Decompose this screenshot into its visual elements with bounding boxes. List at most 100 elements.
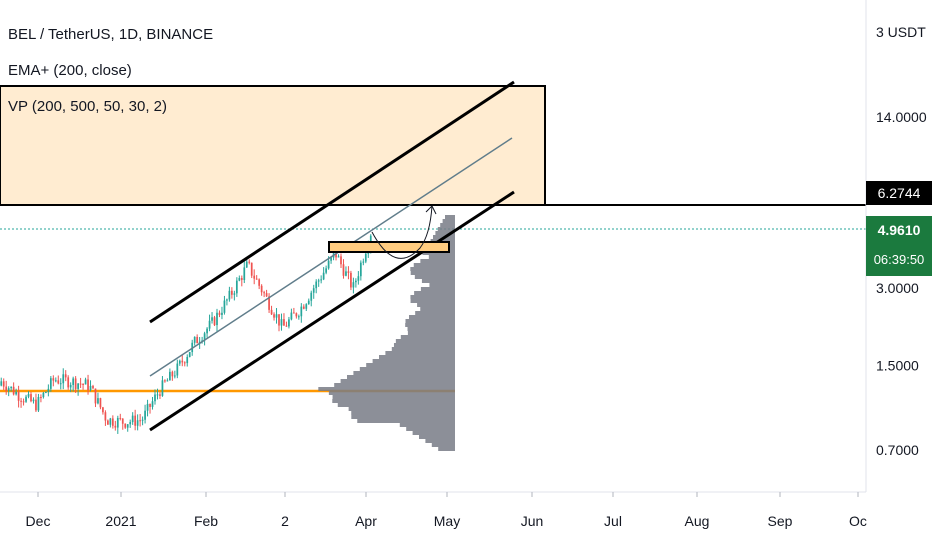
candle-body-95	[235, 280, 238, 294]
vp-bar-0	[445, 215, 455, 219]
candle-body-43	[107, 420, 109, 425]
candle-body-20	[49, 378, 52, 389]
candle-body-98	[243, 267, 246, 280]
candle-body-59	[146, 403, 149, 411]
channel-upper-line[interactable]	[149, 80, 515, 324]
candle-body-13	[32, 399, 35, 402]
candle-body-84	[208, 320, 211, 329]
badge-6-2744-bg	[866, 181, 932, 205]
candle-body-139	[345, 271, 347, 276]
vp-bar-21	[410, 299, 455, 303]
candle-body-117	[290, 312, 293, 320]
candle-body-42	[104, 412, 107, 421]
candle-body-82	[203, 333, 206, 341]
vp-bar-2	[440, 223, 455, 227]
candle-body-116	[288, 319, 290, 327]
vp-bar-34	[385, 351, 455, 355]
vp-bar-51	[357, 419, 455, 423]
axis-unit-button[interactable]: 3 USDT	[876, 24, 926, 40]
candle-body-36	[89, 385, 92, 390]
local-resistance-box[interactable]	[328, 241, 450, 253]
candle-body-88	[218, 312, 221, 315]
candle-body-99	[245, 261, 248, 268]
candle-body-1	[2, 381, 5, 387]
candle-body-114	[283, 319, 285, 326]
candle-body-126	[312, 288, 315, 293]
vp-bar-10	[428, 255, 455, 259]
candle-body-11	[27, 394, 30, 397]
candle-body-94	[233, 293, 236, 295]
candle-body-7	[17, 391, 20, 401]
candle-body-56	[139, 420, 141, 422]
candle-body-83	[206, 328, 208, 334]
candle-body-34	[84, 379, 87, 385]
candle-body-97	[240, 278, 243, 280]
candle-body-72	[178, 360, 181, 364]
vp-bar-43	[318, 387, 455, 391]
vp-bar-27	[405, 323, 455, 327]
candle-body-78	[193, 336, 196, 343]
resistance-zone[interactable]	[0, 85, 546, 206]
candle-body-132	[327, 260, 330, 269]
vp-bar-38	[359, 367, 455, 371]
price-axis[interactable]: 14.0000 3.0000 1.5000 0.7000	[876, 109, 927, 458]
candle-body-38	[94, 388, 97, 404]
candle-body-101	[250, 262, 253, 276]
vp-bar-40	[347, 375, 455, 379]
candle-body-14	[35, 399, 37, 411]
candle-body-48	[119, 418, 122, 420]
time-tick-6: Jun	[521, 513, 544, 529]
legend-ema[interactable]: EMA+ (200, close)	[8, 62, 132, 79]
candle-body-121	[300, 306, 303, 317]
legend-vp[interactable]: VP (200, 500, 50, 30, 2)	[8, 98, 168, 115]
badge-current-price: 4.9610	[878, 222, 921, 238]
candle-body-144	[357, 276, 360, 281]
candle-body-127	[315, 281, 318, 289]
candle-body-137	[340, 256, 342, 265]
channel-mid-line[interactable]	[149, 137, 513, 377]
candle-body-40	[99, 398, 102, 408]
candle-body-61	[151, 401, 154, 407]
candle-body-52	[129, 422, 132, 425]
candle-body-62	[154, 394, 156, 402]
candle-body-23	[57, 380, 60, 384]
candle-body-128	[317, 280, 320, 282]
channel-lower-line[interactable]	[149, 190, 515, 432]
candle-body-130	[322, 272, 325, 280]
candle-body-79	[196, 336, 199, 344]
candle-body-5	[12, 386, 15, 395]
candle-body-35	[87, 379, 89, 390]
candle-body-46	[114, 425, 117, 428]
vp-bar-50	[351, 415, 455, 419]
candle-body-49	[121, 418, 124, 424]
badge-current-bg	[866, 216, 932, 276]
candle-body-143	[355, 280, 357, 283]
candle-body-92	[228, 290, 231, 300]
candle-body-50	[124, 423, 127, 428]
candle-body-26	[64, 374, 67, 378]
vp-bar-57	[431, 443, 455, 447]
candle-body-22	[54, 380, 57, 382]
vp-bar-31	[395, 339, 455, 343]
candle-body-146	[362, 261, 365, 263]
vp-bar-30	[400, 335, 455, 339]
candle-body-28	[69, 384, 72, 388]
time-tick-9: Sep	[768, 513, 793, 529]
legend-symbol[interactable]: BEL / TetherUS, 1D, BINANCE	[8, 26, 214, 43]
vp-bar-16	[421, 279, 455, 283]
vp-bar-26	[405, 319, 455, 323]
candle-body-71	[176, 363, 179, 376]
candle-body-107	[265, 293, 268, 297]
time-axis[interactable]: Dec 2021 Feb 2 Apr May Jun Jul Aug Sep Oc	[26, 492, 867, 529]
vp-bar-54	[412, 431, 455, 435]
candle-body-73	[181, 360, 184, 363]
candle-body-129	[320, 279, 323, 281]
projection-arrowhead	[425, 205, 437, 215]
candle-body-69	[171, 371, 174, 377]
candle-body-138	[342, 264, 345, 276]
candle-body-64	[159, 394, 161, 396]
candle-body-3	[7, 388, 10, 391]
candle-body-39	[97, 398, 99, 404]
candle-body-108	[268, 296, 270, 310]
